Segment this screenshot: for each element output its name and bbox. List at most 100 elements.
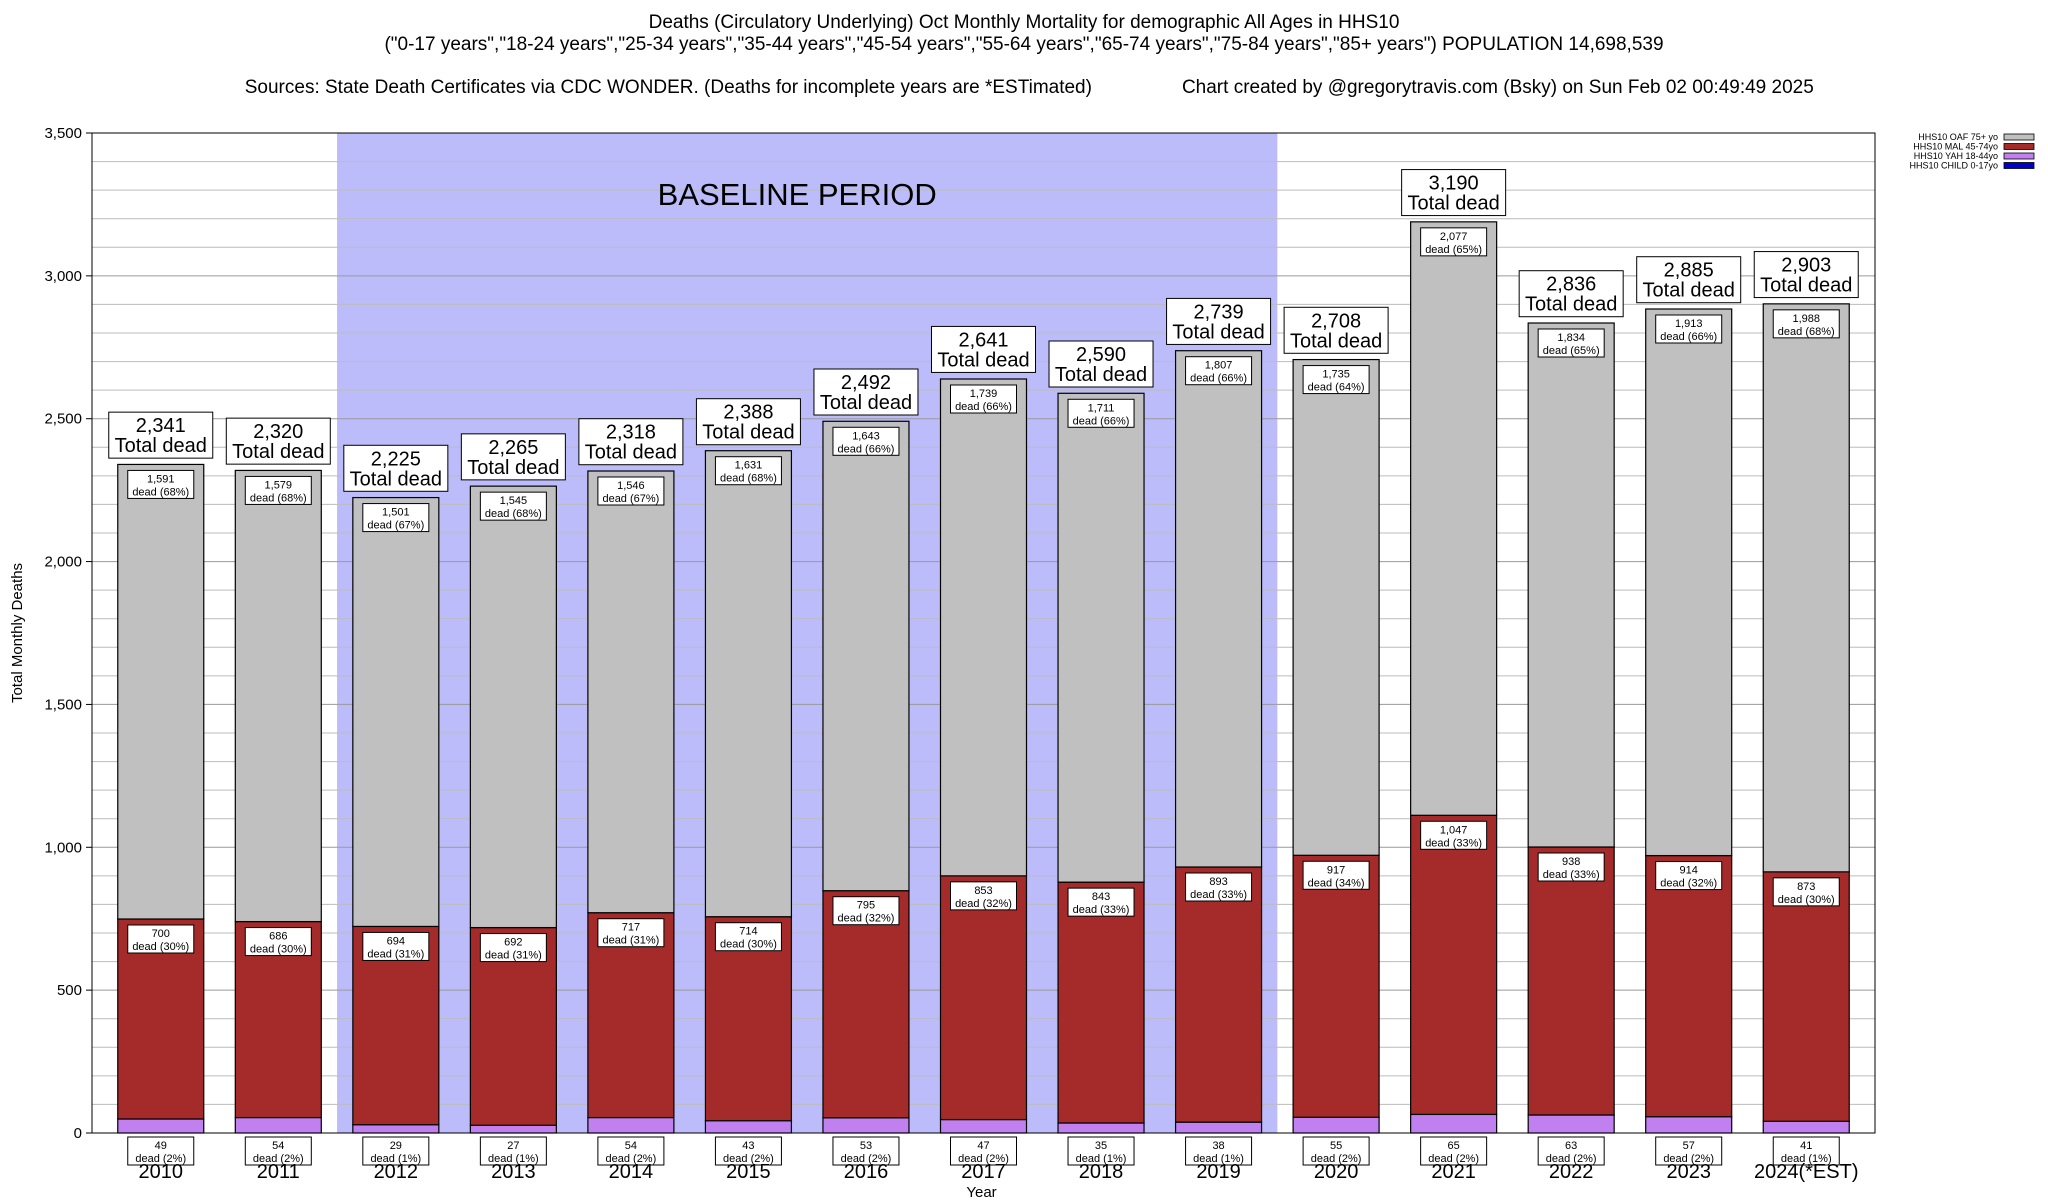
data-label-box — [597, 476, 665, 506]
data-label-pct: dead (32%) — [838, 913, 895, 925]
bar-segment — [1057, 881, 1145, 1124]
data-label-box — [1185, 356, 1253, 386]
total-label-value: 2,225 — [371, 448, 421, 470]
data-label-value: 57 — [1683, 1140, 1695, 1152]
data-label-box — [1420, 227, 1488, 257]
x-tick-label: 2017 — [961, 1161, 1006, 1183]
bar-segment — [1762, 303, 1850, 873]
total-label-caption: Total dead — [1760, 275, 1852, 297]
data-label-pct: dead (66%) — [1073, 415, 1130, 427]
data-label-box — [1302, 365, 1370, 395]
data-label-value: 914 — [1680, 865, 1698, 877]
legend-label: HHS10 MAL 45-74yo — [1913, 142, 1998, 152]
data-label-pct: dead (68%) — [485, 508, 542, 520]
x-tick-label: 2020 — [1314, 1161, 1359, 1183]
data-label-value: 1,579 — [265, 479, 293, 491]
data-label-value: 1,834 — [1557, 332, 1585, 344]
bar-segment — [1645, 308, 1733, 857]
data-label-value: 2,077 — [1440, 231, 1468, 243]
data-label-box — [1420, 820, 1488, 850]
data-label-box — [244, 475, 312, 505]
data-label-pct: dead (66%) — [1190, 373, 1247, 385]
data-label-value: 1,546 — [617, 480, 645, 492]
data-label-value: 1,501 — [382, 507, 410, 519]
total-label-box — [695, 398, 801, 446]
data-label-box — [1302, 860, 1370, 890]
total-label-value: 2,492 — [841, 372, 891, 394]
bar-segment — [1410, 221, 1498, 816]
data-label-value: 43 — [742, 1140, 754, 1152]
data-label-value: 35 — [1095, 1140, 1107, 1152]
data-label-pct: dead (65%) — [1543, 345, 1600, 357]
data-label-pct: dead (67%) — [367, 520, 424, 532]
data-label-box — [362, 931, 430, 961]
bar-segment — [352, 496, 440, 928]
data-label-value: 38 — [1212, 1140, 1224, 1152]
total-label-value: 2,320 — [253, 421, 303, 443]
data-label-value: 1,047 — [1440, 824, 1468, 836]
data-label-box — [1067, 1136, 1135, 1166]
bar-segment — [822, 1117, 910, 1134]
data-label-pct: dead (68%) — [1778, 326, 1835, 338]
data-label-box — [1655, 314, 1723, 344]
data-label-pct: dead (2%) — [1546, 1153, 1597, 1165]
total-label-value: 2,641 — [958, 329, 1008, 351]
bar-segment — [1410, 1113, 1498, 1134]
bar-segment — [1174, 1121, 1263, 1134]
data-label-box — [832, 426, 900, 456]
bar-segment — [1762, 871, 1850, 1122]
bar-segment — [822, 420, 910, 892]
bar-segment — [587, 470, 675, 914]
data-label-pct: dead (30%) — [132, 941, 189, 953]
data-label-box — [479, 933, 547, 963]
legend-swatch — [2003, 162, 2035, 169]
data-label-pct: dead (68%) — [250, 492, 307, 504]
total-label-caption: Total dead — [1290, 330, 1382, 352]
data-label-pct: dead (2%) — [958, 1153, 1009, 1165]
data-label-value: 938 — [1562, 856, 1580, 868]
x-axis-label: Year — [966, 1184, 996, 1200]
x-tick-label: 2014 — [609, 1161, 654, 1183]
data-label-value: 54 — [625, 1140, 637, 1152]
total-label-box — [1518, 270, 1624, 318]
data-label-value: 694 — [387, 935, 405, 947]
data-label-pct: dead (1%) — [488, 1153, 539, 1165]
data-label-pct: dead (2%) — [606, 1153, 657, 1165]
data-label-box — [1772, 1136, 1840, 1166]
y-tick-label: 2,000 — [44, 554, 82, 571]
data-label-value: 873 — [1797, 881, 1815, 893]
total-label-value: 2,341 — [136, 415, 186, 437]
data-label-pct: dead (2%) — [723, 1153, 774, 1165]
data-label-value: 1,735 — [1322, 369, 1350, 381]
legend-swatch — [2003, 133, 2035, 141]
bar-segment — [704, 1120, 793, 1134]
x-tick-label: 2019 — [1196, 1161, 1241, 1183]
data-label-pct: dead (68%) — [132, 486, 189, 498]
total-label-caption: Total dead — [1172, 321, 1264, 343]
chart-title: Deaths (Circulatory Underlying) Oct Mont… — [648, 12, 1400, 33]
data-label-pct: dead (34%) — [1308, 877, 1365, 889]
total-label-caption: Total dead — [1407, 193, 1499, 215]
data-label-value: 29 — [390, 1140, 402, 1152]
bar-segment — [587, 1116, 675, 1134]
total-label-caption: Total dead — [702, 422, 794, 444]
legend-label: HHS10 CHILD 0-17yo — [1909, 161, 1998, 171]
bar-segment — [1174, 350, 1263, 868]
data-label-box — [832, 896, 900, 926]
y-tick-label: 3,500 — [44, 125, 82, 142]
data-label-value: 1,913 — [1675, 318, 1703, 330]
data-label-value: 692 — [504, 937, 522, 949]
total-label-value: 3,190 — [1429, 173, 1479, 195]
baseline-period-label: BASELINE PERIOD — [658, 177, 937, 212]
y-tick-label: 3,000 — [44, 268, 82, 285]
y-tick-label: 2,500 — [44, 411, 82, 428]
x-tick-label: 2012 — [374, 1161, 419, 1183]
total-label-box — [1166, 297, 1272, 345]
data-label-value: 1,631 — [735, 460, 763, 472]
bar-segment — [234, 1116, 322, 1134]
total-label-box — [1636, 256, 1742, 304]
chart-sources-line: Sources: State Death Certificates via CD… — [0, 55, 2048, 99]
x-tick-label: 2015 — [726, 1161, 771, 1183]
data-label-box — [362, 503, 430, 533]
data-label-pct: dead (66%) — [955, 401, 1012, 413]
